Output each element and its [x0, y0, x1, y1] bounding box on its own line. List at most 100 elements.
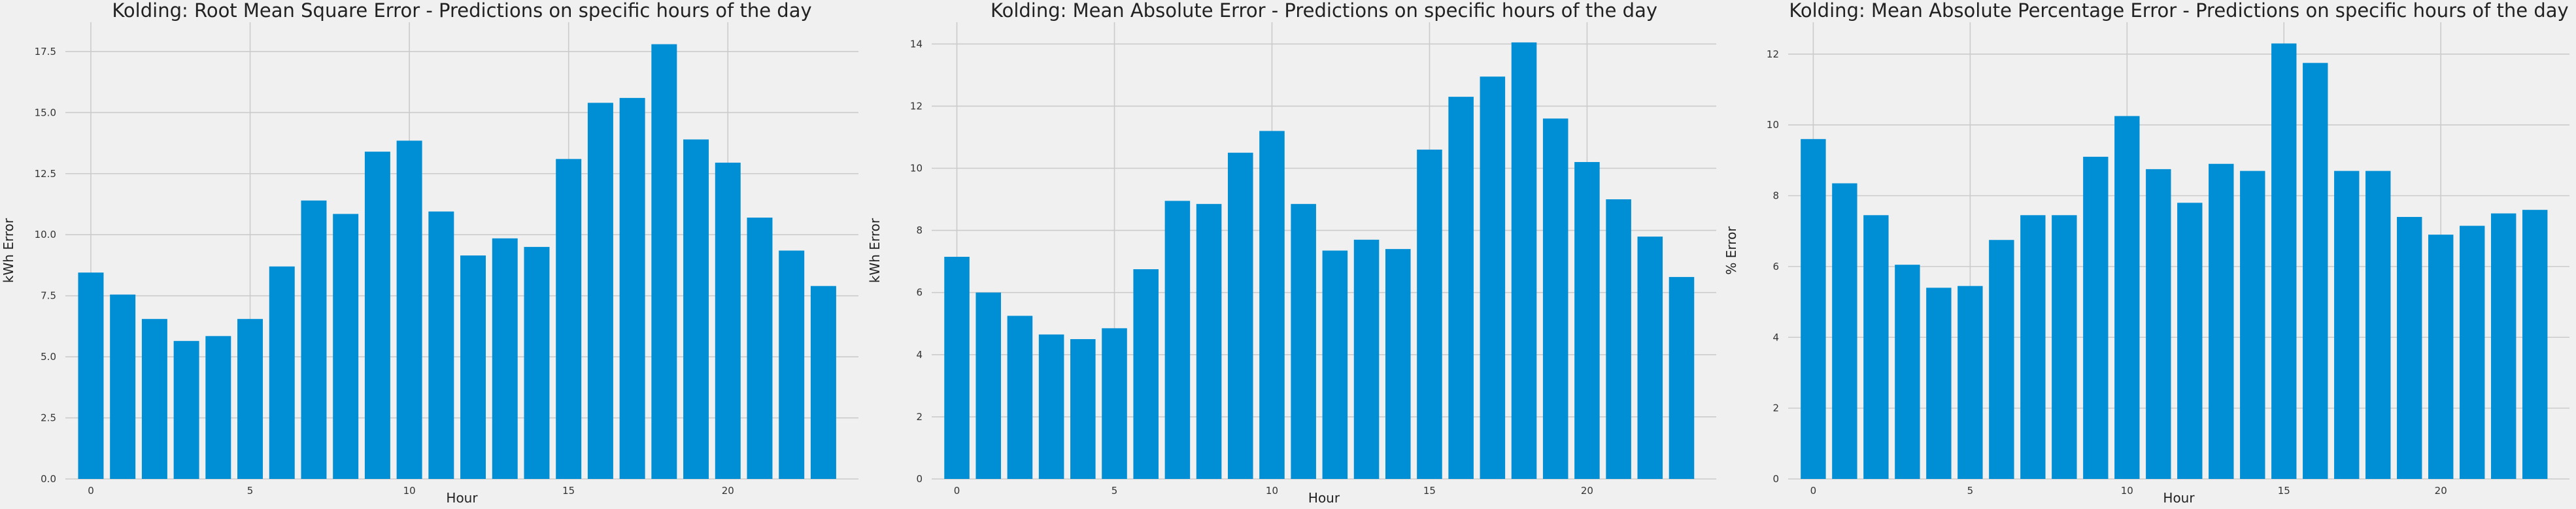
bar: [237, 319, 263, 479]
bar: [1102, 328, 1127, 479]
bars: [1801, 43, 2548, 480]
y-tick-label: 0: [1772, 473, 1779, 485]
bar: [2303, 63, 2328, 479]
bar: [205, 336, 231, 479]
y-tick-label: 0.0: [41, 473, 56, 485]
bar: [1832, 183, 1857, 479]
y-tick-label: 8: [916, 225, 923, 237]
bar: [333, 214, 359, 479]
x-tick-label: 5: [1111, 485, 1118, 497]
bar: [1480, 76, 1506, 479]
bar: [1895, 265, 1920, 479]
bar: [1070, 339, 1096, 479]
y-tick-label: 10: [1767, 119, 1779, 131]
bar: [556, 159, 582, 479]
chart-title: Kolding: Mean Absolute Error - Predictio…: [991, 0, 1657, 22]
chart-mae: Kolding: Mean Absolute Error - Predictio…: [867, 0, 1716, 506]
bar: [1196, 204, 1222, 479]
bar: [1957, 286, 1983, 479]
x-tick-label: 10: [2121, 485, 2133, 497]
bar: [1448, 97, 1474, 480]
bar: [975, 292, 1002, 479]
x-tick-label: 15: [1423, 485, 1436, 497]
bar: [110, 294, 136, 479]
y-tick-label: 7.5: [41, 290, 56, 302]
bar: [2271, 43, 2297, 480]
bar: [1417, 149, 1442, 480]
bar: [1606, 199, 1631, 479]
bar: [619, 97, 645, 479]
y-tick-label: 15.0: [35, 107, 56, 118]
bar: [2460, 225, 2485, 479]
y-tick-label: 10.0: [35, 229, 56, 240]
bars: [78, 44, 836, 480]
bar: [1038, 334, 1064, 479]
y-tick-label: 12: [1767, 48, 1779, 60]
y-axis-label: % Error: [1723, 226, 1739, 275]
bar: [715, 162, 741, 479]
x-tick-label: 0: [88, 485, 94, 497]
bar: [1291, 204, 1316, 479]
bar: [1228, 152, 1253, 479]
bar: [747, 218, 773, 479]
x-tick-label: 5: [1967, 485, 1974, 497]
bar: [1385, 249, 1411, 479]
x-tick-label: 20: [1581, 485, 1593, 497]
bar: [1133, 269, 1159, 479]
bar: [944, 257, 970, 479]
y-axis-label: kWh Error: [1, 218, 16, 283]
x-tick-label: 15: [562, 485, 575, 497]
y-tick-label: 2: [916, 411, 923, 423]
y-tick-label: 12.5: [35, 168, 56, 180]
y-tick-label: 6: [916, 287, 923, 299]
bar: [810, 286, 836, 479]
bar: [1322, 250, 1348, 479]
y-tick-label: 4: [916, 349, 923, 361]
bar: [1353, 239, 1380, 479]
x-tick-label: 10: [1266, 485, 1278, 497]
x-tick-label: 0: [1810, 485, 1817, 497]
x-tick-label: 15: [2278, 485, 2290, 497]
bar: [173, 340, 199, 479]
x-tick-label: 0: [954, 485, 960, 497]
bar: [779, 250, 805, 479]
y-tick-label: 17.5: [35, 46, 56, 57]
x-tick-label: 20: [2435, 485, 2447, 497]
bar: [1164, 201, 1191, 479]
y-tick-label: 5.0: [41, 351, 56, 363]
x-axis-label: Hour: [2163, 490, 2195, 506]
chart-mape: Kolding: Mean Absolute Percentage Error …: [1723, 0, 2569, 506]
bar: [2491, 213, 2517, 479]
y-tick-label: 14: [910, 38, 923, 50]
tick-labels: 0 2 4 6 8 10 12 0 5 10 15 20: [1767, 48, 2447, 497]
bar: [301, 200, 327, 479]
bar: [1926, 287, 1952, 479]
bar: [428, 211, 454, 479]
bar: [2522, 210, 2548, 479]
bar: [1007, 316, 1033, 479]
y-tick-label: 12: [910, 100, 923, 112]
bars: [944, 42, 1695, 480]
bar: [2114, 116, 2140, 479]
chart-rmse: Kolding: Root Mean Square Error - Predic…: [1, 0, 858, 506]
y-axis-label: kWh Error: [867, 218, 883, 283]
x-axis-label: Hour: [446, 490, 478, 506]
bar: [587, 103, 613, 480]
x-tick-label: 20: [722, 485, 734, 497]
bar: [2428, 235, 2454, 479]
y-tick-label: 4: [1772, 331, 1779, 343]
y-tick-label: 8: [1772, 190, 1779, 202]
bar: [524, 246, 550, 479]
bar: [364, 152, 390, 479]
y-tick-label: 0: [916, 473, 923, 485]
bar: [2083, 156, 2109, 479]
bar: [2146, 169, 2171, 479]
y-tick-label: 10: [910, 162, 923, 174]
y-tick-label: 6: [1772, 261, 1779, 272]
bar: [683, 139, 709, 479]
bar: [1637, 237, 1663, 479]
bar: [1863, 215, 1889, 479]
x-axis-label: Hour: [1308, 490, 1340, 506]
x-tick-label: 5: [247, 485, 254, 497]
x-tick-label: 10: [403, 485, 416, 497]
